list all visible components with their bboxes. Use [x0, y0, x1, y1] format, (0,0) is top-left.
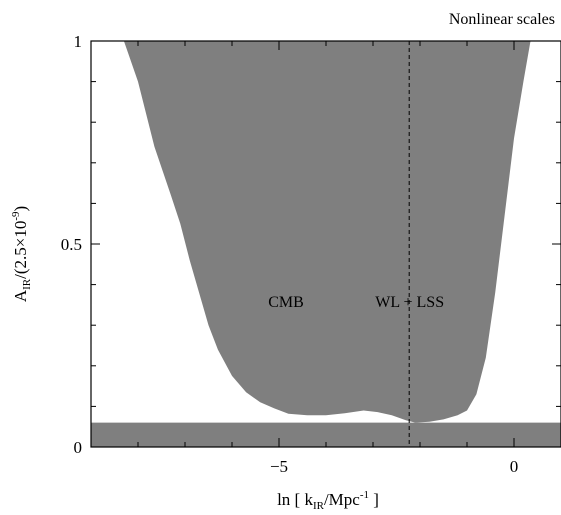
- outer-excluded-region-dark: [91, 41, 561, 423]
- x-axis-label: ln [ kIR/Mpc-1 ]: [277, 489, 379, 512]
- chart-marks: CMB WL + LSS: [91, 41, 561, 447]
- y-axis-label-mid: /(2.5×10: [11, 221, 30, 279]
- x-axis-label-mid: /Mpc: [324, 490, 360, 509]
- y-axis-label-main: A: [11, 289, 30, 302]
- y-tick-label: 1: [74, 32, 83, 51]
- axis-ticks: −5 0 0 0.5 1: [61, 32, 561, 476]
- x-axis-label-main: ln [ k: [277, 490, 313, 509]
- bottom-excluded-strip: [91, 422, 561, 447]
- annotation-cmb: CMB: [268, 294, 304, 311]
- x-tick-label: −5: [270, 457, 288, 476]
- nonlinear-scales-label: Nonlinear scales: [449, 11, 555, 28]
- y-tick-label: 0.5: [61, 235, 82, 254]
- y-axis-label: AIR/(2.5×10-9): [10, 206, 33, 302]
- y-axis-label-sub: IR: [21, 278, 33, 290]
- x-tick-label: 0: [510, 457, 519, 476]
- x-axis-label-sub: IR: [313, 500, 325, 512]
- y-axis-label-close: ): [11, 206, 30, 212]
- x-axis-label-sup: -1: [360, 489, 369, 501]
- annotation-wl-lss: WL + LSS: [375, 294, 444, 311]
- x-axis-label-close: ]: [369, 490, 379, 509]
- y-tick-label: 0: [74, 438, 83, 457]
- y-axis-label-sup: -9: [10, 211, 22, 221]
